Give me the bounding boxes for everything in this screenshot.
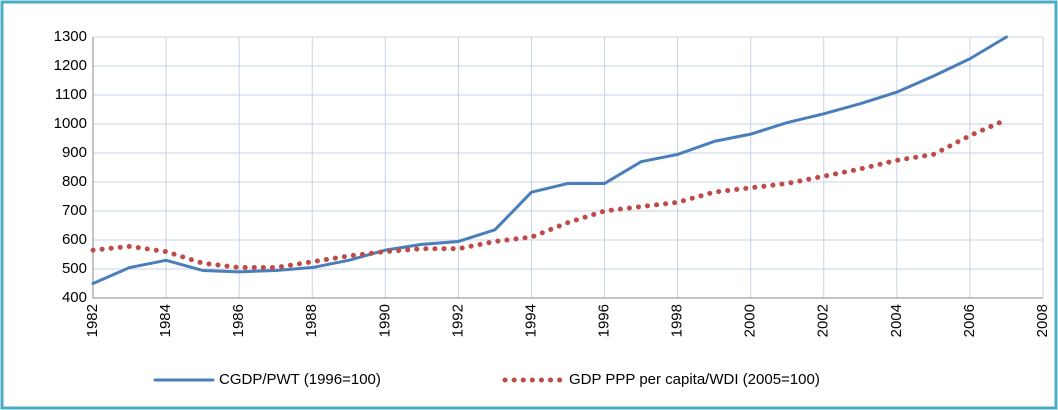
y-tick-label: 1100 bbox=[55, 86, 87, 103]
y-tick-label: 800 bbox=[62, 173, 87, 190]
legend-label: GDP PPP per capita/WDI (2005=100) bbox=[569, 371, 820, 388]
x-tick-label: 1990 bbox=[376, 304, 393, 337]
x-tick-label: 1992 bbox=[449, 304, 466, 337]
x-tick-label: 2008 bbox=[1034, 304, 1051, 337]
y-tick-label: 900 bbox=[62, 144, 87, 161]
y-tick-label: 1300 bbox=[54, 28, 87, 45]
y-tick-label: 600 bbox=[62, 231, 87, 248]
x-tick-label: 1986 bbox=[230, 304, 247, 337]
x-tick-label: 1998 bbox=[669, 304, 686, 337]
x-tick-label: 2002 bbox=[815, 304, 832, 337]
y-tick-label: 1000 bbox=[54, 115, 87, 132]
x-tick-label: 2006 bbox=[961, 304, 978, 337]
x-tick-label: 1988 bbox=[303, 304, 320, 337]
x-tick-label: 2000 bbox=[742, 304, 759, 337]
series-line bbox=[91, 35, 1008, 285]
y-tick-label: 1200 bbox=[54, 57, 87, 74]
y-tick-label: 500 bbox=[62, 260, 87, 277]
y-tick-label: 700 bbox=[62, 202, 87, 219]
series-line bbox=[90, 117, 1009, 271]
x-tick-label: 1994 bbox=[522, 304, 539, 337]
x-tick-label: 1996 bbox=[596, 304, 613, 337]
x-tick-label: 2004 bbox=[888, 304, 905, 337]
y-tick-label: 400 bbox=[62, 289, 87, 306]
x-tick-label: 1982 bbox=[84, 304, 101, 337]
x-tick-label: 1984 bbox=[157, 304, 174, 337]
legend-label: CGDP/PWT (1996=100) bbox=[219, 371, 381, 388]
